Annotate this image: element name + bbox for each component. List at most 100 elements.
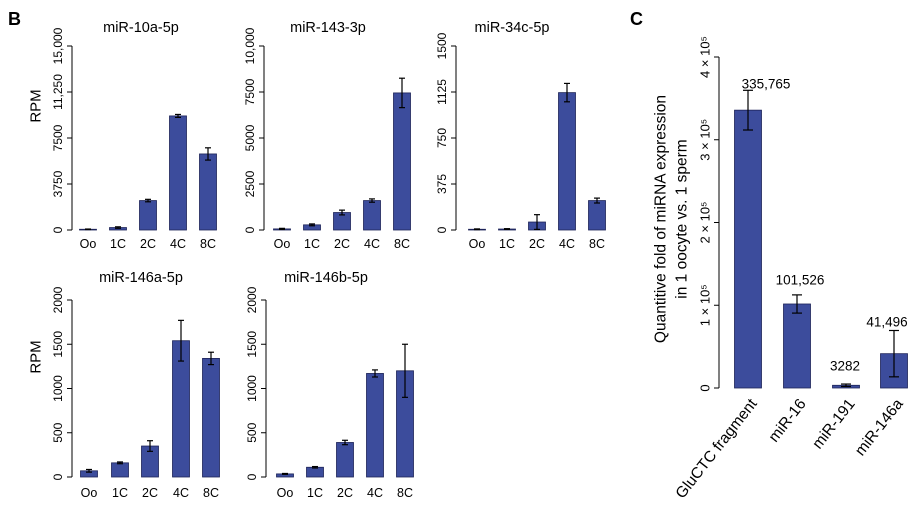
x-tick-label: 8C [589,237,605,251]
error-bar-oo [279,227,285,231]
y-tick-label: 3 × 10⁵ [698,119,713,161]
error-bar-4c [175,113,181,118]
y-tick-label: 750 [435,128,449,148]
bar-8c [393,92,411,231]
chart-panel-c: Quantitive fold of miRNA expression in 1 … [653,36,908,502]
y-tick-label: 500 [245,422,259,442]
error-bar-4c [372,369,378,378]
x-tick-label: GluCTC fragment [673,395,762,502]
y-tick-label: 2 × 10⁵ [698,202,713,244]
bar-8c [588,200,606,231]
error-bar-1c [309,223,315,227]
y-tick-label: 0 [51,226,65,233]
bar-4c [363,200,381,231]
y-tick-label: 5000 [243,124,257,151]
bar-8c [202,358,220,478]
error-bar-8c [205,147,211,161]
x-tick-label: 4C [364,237,380,251]
panel-label-c: C [630,9,643,29]
bar-4c [366,373,384,478]
chart-mir-143-3p: miR-143-3p 0 2500 5000 7500 10,000 Oo 1C 2C 4C 8C [243,20,411,251]
bar-1c [306,466,324,478]
error-bar-1c [117,461,123,465]
y-tick-label: 11,250 [51,74,65,110]
y-tick-label: 0 [243,226,257,233]
error-bar-8c [208,351,214,366]
x-tick-label: 8C [200,237,216,251]
y-tick-label: 1500 [435,32,449,59]
y-tick-label: 1500 [51,331,65,358]
y-axis-label: RPM [28,340,45,373]
y-tick-label: 3750 [51,170,65,197]
panel-label-b: B [8,9,21,29]
y-tick-label: 1125 [435,79,449,105]
x-tick-label: miR-191 [809,396,858,453]
x-tick-label: 2C [337,486,353,500]
chart-title: miR-146a-5p [99,270,183,286]
error-bar-2c [147,440,153,452]
y-tick-label: 2500 [243,170,257,197]
error-bar-1c [115,226,121,229]
x-tick-label: Oo [80,237,97,251]
y-tick-label: 7500 [51,124,65,151]
data-label: 3282 [830,359,860,374]
x-tick-label: 8C [203,486,219,500]
bar-2c [139,200,157,231]
x-tick-label: miR-16 [766,396,810,446]
bar-gluctc-fragment [734,109,762,389]
error-bar-8c [399,77,405,109]
x-tick-label: 4C [559,237,575,251]
y-axis-label: Quantitive fold of miRNA expression [653,95,670,343]
x-tick-label: 1C [499,237,515,251]
chart-title: miR-146b-5p [284,270,368,286]
error-bar-4c [564,82,570,103]
error-bar-mir-16 [792,294,802,314]
x-tick-label: 2C [334,237,350,251]
y-tick-label: 7500 [243,78,257,105]
chart-mir-146a-5p: miR-146a-5p RPM 0 500 1000 1500 2000 Oo 1C 2C 4C 8C [28,270,220,500]
error-bar-8c [594,197,600,204]
error-bar-oo [86,468,92,473]
y-tick-label: 0 [435,226,449,233]
chart-title: miR-10a-5p [103,20,179,36]
x-tick-label: 4C [170,237,186,251]
y-tick-label: 2000 [245,286,259,313]
error-bar-gluctc-fragment [743,89,753,131]
y-tick-label: 10,000 [243,27,257,64]
x-tick-label: Oo [274,237,291,251]
x-tick-label: 8C [394,237,410,251]
error-bar-4c [178,319,184,362]
y-axis-label: in 1 oocyte vs. 1 sperm [674,139,691,298]
chart-mir-10a-5p: miR-10a-5p RPM 0 3750 7500 11,250 15,000 Oo 1C 2C… [28,20,217,251]
error-bar-mir-146a [889,329,899,378]
x-tick-label: 1C [304,237,320,251]
x-tick-label: Oo [469,237,486,251]
x-tick-label: 4C [173,486,189,500]
bar-4c [558,92,576,231]
y-tick-label: 0 [698,384,713,391]
x-tick-label: Oo [277,486,294,500]
error-bar-4c [369,198,375,203]
data-label: 41,496 [866,315,907,330]
error-bar-1c [504,228,510,230]
x-tick-label: 4C [367,486,383,500]
error-bar-2c [342,439,348,446]
error-bar-2c [339,209,345,216]
bar-2c [336,442,354,478]
y-axis-label: RPM [28,89,45,122]
x-tick-label: 1C [110,237,126,251]
x-tick-label: 2C [529,237,545,251]
y-tick-label: 2000 [51,286,65,313]
bar-1c [111,462,129,478]
error-bar-2c [145,198,151,203]
error-bar-1c [312,465,318,469]
x-tick-label: 1C [112,486,128,500]
x-tick-label: 8C [397,486,413,500]
data-label: 335,765 [742,77,791,92]
error-bar-oo [282,472,288,475]
x-tick-label: 1C [307,486,323,500]
error-bar-8c [402,343,408,398]
y-tick-label: 1500 [245,331,259,358]
error-bar-mir-191 [841,383,851,388]
